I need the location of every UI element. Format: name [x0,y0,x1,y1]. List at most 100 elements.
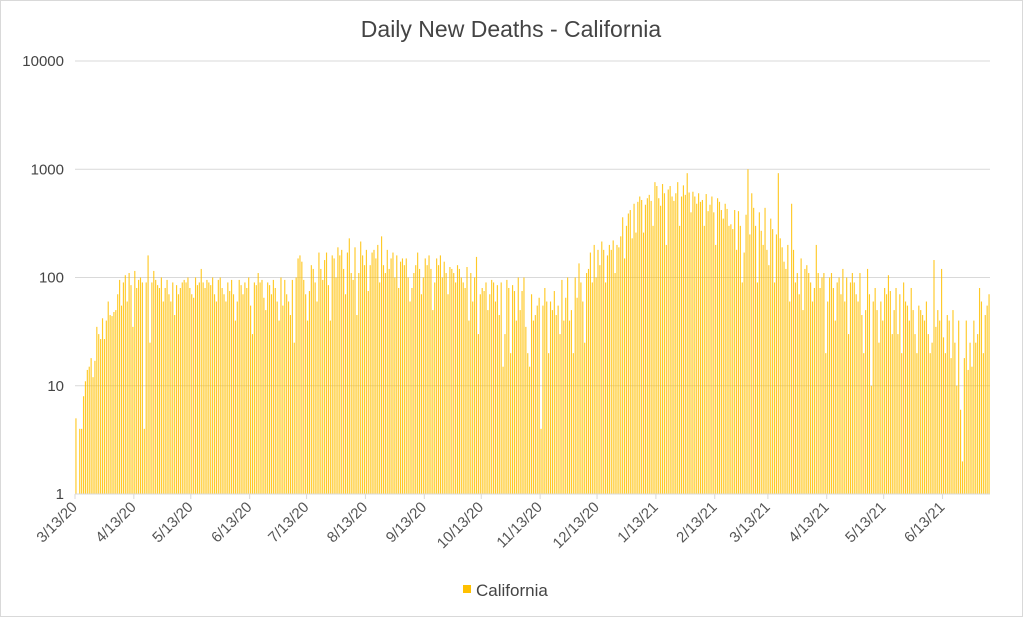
bar [789,301,791,494]
bar [206,279,208,494]
bar [895,287,897,494]
bar [358,273,360,494]
bar [94,360,96,494]
bar [432,310,434,494]
bar [272,279,274,494]
bar [472,301,474,494]
bar [633,203,635,495]
bar [677,182,679,495]
bar [696,203,698,495]
bar [836,282,838,494]
bar [504,334,506,494]
bar [698,193,700,494]
bar [362,255,364,494]
bar [846,277,848,494]
bar [787,244,789,494]
bar [331,255,333,494]
bar [821,277,823,494]
bar [933,260,935,494]
bar [352,279,354,494]
bar [745,214,747,495]
bar [986,305,988,494]
bar [508,287,510,494]
bar [644,204,647,494]
bar [88,366,90,494]
bar [170,301,172,494]
bar [923,320,926,494]
bar [775,234,778,495]
bar [466,267,468,494]
bar [720,210,722,494]
bar [196,285,199,494]
bar [513,291,516,494]
bar [703,225,705,494]
bar [916,353,918,494]
bar [470,273,472,494]
bar [155,279,157,494]
bar [572,353,574,494]
bar [517,277,519,494]
bar [884,287,886,494]
bar [823,273,825,494]
bar [810,282,812,494]
bar [942,337,945,494]
bar [318,252,320,494]
chart-title: Daily New Deaths - California [361,16,662,42]
bar [327,285,329,494]
bar [887,275,890,494]
bar [177,294,180,494]
bar [794,282,796,494]
bar [242,294,244,494]
bar [699,201,702,495]
bar [618,247,620,494]
bar [498,315,500,494]
bar [874,287,876,494]
bar [324,260,326,494]
bar [927,334,929,494]
bar [428,255,430,494]
bar [238,279,240,494]
bar [399,261,402,494]
bar [160,277,162,494]
bar [295,277,297,494]
bar [175,285,178,494]
bar [637,201,639,495]
bar [84,381,87,494]
bar [639,196,641,494]
bar [413,273,415,494]
bar [766,249,768,494]
bar [263,297,265,494]
bar [743,252,745,494]
bar [475,256,478,494]
bar [568,320,571,494]
bar [369,265,371,494]
bar [174,315,176,494]
bar [305,294,307,494]
bar [194,277,197,494]
bar [493,282,495,494]
bar [663,193,666,494]
bar [737,211,740,495]
bar [536,305,538,494]
bar [817,273,819,494]
bar [878,342,880,494]
bar [398,287,400,494]
bar [529,366,531,494]
bar [183,279,185,494]
bar [297,258,299,494]
bar [265,310,267,494]
bar [832,287,834,494]
bar [166,279,168,494]
bar [903,282,905,494]
bar [303,279,305,494]
bar [859,273,861,494]
bar [620,236,622,494]
bar [747,169,749,494]
bar [555,315,557,494]
bar [688,192,690,495]
bar [191,294,193,494]
bar [158,287,161,494]
bar [973,320,975,494]
bar [844,301,846,494]
bar [982,353,984,494]
